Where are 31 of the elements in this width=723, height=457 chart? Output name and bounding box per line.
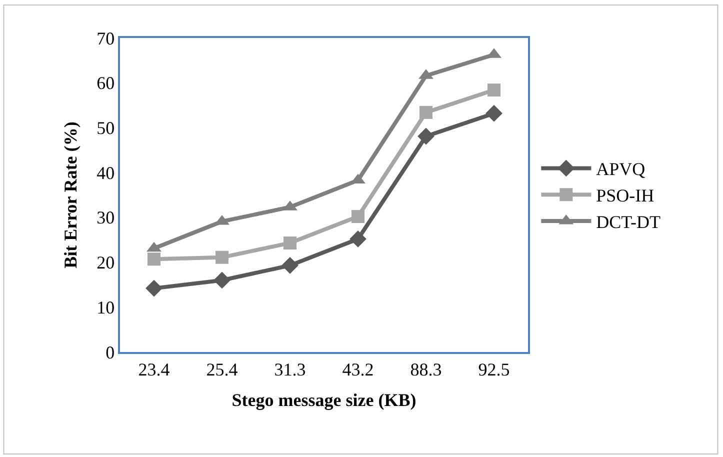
x-tick-label: 88.3: [410, 359, 442, 380]
point: [146, 280, 162, 297]
y-axis-title: Bit Error Rate (%): [60, 122, 80, 268]
point: [284, 236, 296, 250]
point: [350, 230, 366, 248]
y-tick-label: 20: [96, 252, 115, 273]
x-tick-label: 43.2: [342, 359, 374, 380]
point: [282, 256, 298, 274]
y-tick-label: 10: [96, 297, 115, 318]
y-tick-label: 70: [96, 28, 115, 48]
y-tick-label: 60: [96, 73, 115, 94]
point: [216, 250, 228, 264]
point: [214, 272, 230, 289]
x-tick-label: 92.5: [478, 359, 510, 380]
point: [148, 252, 160, 266]
legend-label: DCT-DT: [596, 212, 661, 232]
y-tick-label: 50: [96, 118, 115, 138]
point: [418, 128, 434, 145]
x-tick-label: 23.4: [138, 359, 170, 380]
point: [488, 84, 500, 97]
legend-label: APVQ: [596, 159, 646, 180]
point: [352, 210, 364, 224]
point: [486, 104, 502, 122]
legend-label: PSO-IH: [596, 186, 654, 206]
x-tick-label: 25.4: [206, 359, 238, 380]
y-tick-label: 40: [96, 162, 115, 183]
point: [420, 106, 432, 119]
x-tick-label: 31.3: [274, 359, 306, 380]
x-axis-title: Stego message size (KB): [232, 390, 416, 410]
y-tick-label: 0: [106, 342, 115, 362]
y-tick-label: 30: [96, 208, 115, 228]
